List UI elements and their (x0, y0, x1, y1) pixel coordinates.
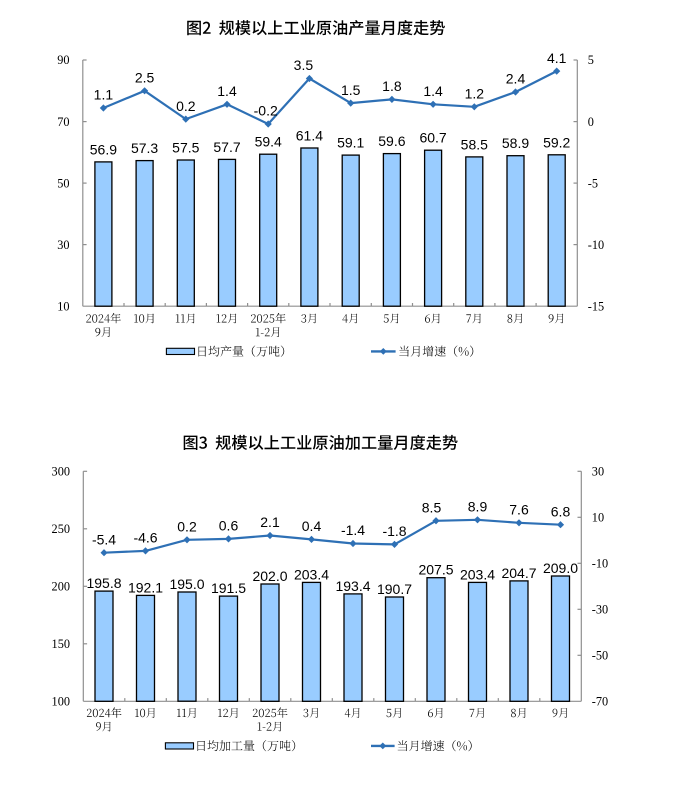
svg-text:8.5: 8.5 (422, 500, 442, 516)
svg-text:-15: -15 (588, 299, 604, 313)
svg-text:4.1: 4.1 (547, 50, 567, 66)
svg-text:1.4: 1.4 (423, 83, 443, 99)
svg-text:204.7: 204.7 (501, 565, 536, 581)
svg-text:-4.6: -4.6 (133, 530, 157, 546)
svg-text:3.5: 3.5 (294, 57, 314, 73)
svg-text:202.0: 202.0 (252, 568, 287, 584)
svg-text:250: 250 (52, 522, 70, 536)
svg-text:-50: -50 (592, 649, 608, 663)
svg-text:300: 300 (52, 465, 70, 479)
svg-text:0.2: 0.2 (176, 98, 196, 114)
svg-text:150: 150 (52, 637, 70, 651)
svg-text:1.2: 1.2 (465, 86, 485, 102)
svg-text:-1.4: -1.4 (341, 522, 365, 538)
svg-text:57.7: 57.7 (213, 139, 240, 155)
svg-text:0: 0 (588, 115, 594, 129)
svg-text:57.3: 57.3 (131, 140, 158, 156)
svg-text:7.6: 7.6 (509, 502, 529, 518)
svg-text:1.1: 1.1 (94, 87, 114, 103)
svg-text:10: 10 (57, 299, 69, 313)
svg-text:61.4: 61.4 (296, 128, 323, 144)
svg-text:195.0: 195.0 (169, 576, 204, 592)
svg-text:59.4: 59.4 (255, 134, 282, 150)
svg-text:58.5: 58.5 (461, 136, 488, 152)
svg-text:203.4: 203.4 (294, 566, 329, 582)
svg-text:60.7: 60.7 (419, 130, 446, 146)
svg-text:30: 30 (57, 238, 69, 252)
svg-text:59.1: 59.1 (337, 135, 364, 151)
svg-text:2.4: 2.4 (506, 71, 526, 87)
svg-text:2.5: 2.5 (135, 70, 155, 86)
svg-text:-1.8: -1.8 (382, 523, 406, 539)
svg-text:-5: -5 (588, 176, 598, 190)
svg-text:190.7: 190.7 (377, 581, 412, 597)
svg-text:1.8: 1.8 (382, 78, 402, 94)
svg-text:59.6: 59.6 (378, 133, 405, 149)
svg-text:2.1: 2.1 (260, 514, 280, 530)
svg-text:-5.4: -5.4 (92, 531, 116, 547)
svg-text:192.1: 192.1 (128, 579, 163, 595)
svg-text:30: 30 (592, 465, 604, 479)
svg-text:0.6: 0.6 (219, 518, 239, 534)
svg-text:1.5: 1.5 (341, 82, 361, 98)
svg-text:-30: -30 (592, 603, 608, 617)
svg-text:209.0: 209.0 (543, 560, 578, 576)
svg-text:191.5: 191.5 (211, 580, 246, 596)
svg-text:10: 10 (592, 511, 604, 525)
svg-text:193.4: 193.4 (335, 578, 370, 594)
svg-text:-10: -10 (592, 557, 608, 571)
svg-text:70: 70 (57, 115, 69, 129)
svg-text:207.5: 207.5 (418, 562, 453, 578)
svg-text:195.8: 195.8 (86, 575, 121, 591)
svg-text:203.4: 203.4 (460, 566, 495, 582)
svg-text:200: 200 (52, 580, 70, 594)
svg-text:0.4: 0.4 (302, 518, 322, 534)
svg-text:-10: -10 (588, 238, 604, 252)
svg-text:5: 5 (588, 53, 594, 67)
svg-text:-70: -70 (592, 695, 608, 709)
svg-text:100: 100 (52, 695, 70, 709)
svg-text:1.4: 1.4 (217, 83, 237, 99)
svg-text:8.9: 8.9 (468, 499, 488, 515)
svg-text:59.2: 59.2 (543, 134, 570, 150)
svg-text:-0.2: -0.2 (254, 103, 278, 119)
svg-text:57.5: 57.5 (172, 140, 199, 156)
svg-text:58.9: 58.9 (502, 135, 529, 151)
svg-text:6.8: 6.8 (551, 503, 571, 519)
svg-text:90: 90 (57, 53, 69, 67)
svg-text:0.2: 0.2 (177, 519, 197, 535)
svg-text:56.9: 56.9 (90, 141, 117, 157)
svg-text:50: 50 (57, 176, 69, 190)
